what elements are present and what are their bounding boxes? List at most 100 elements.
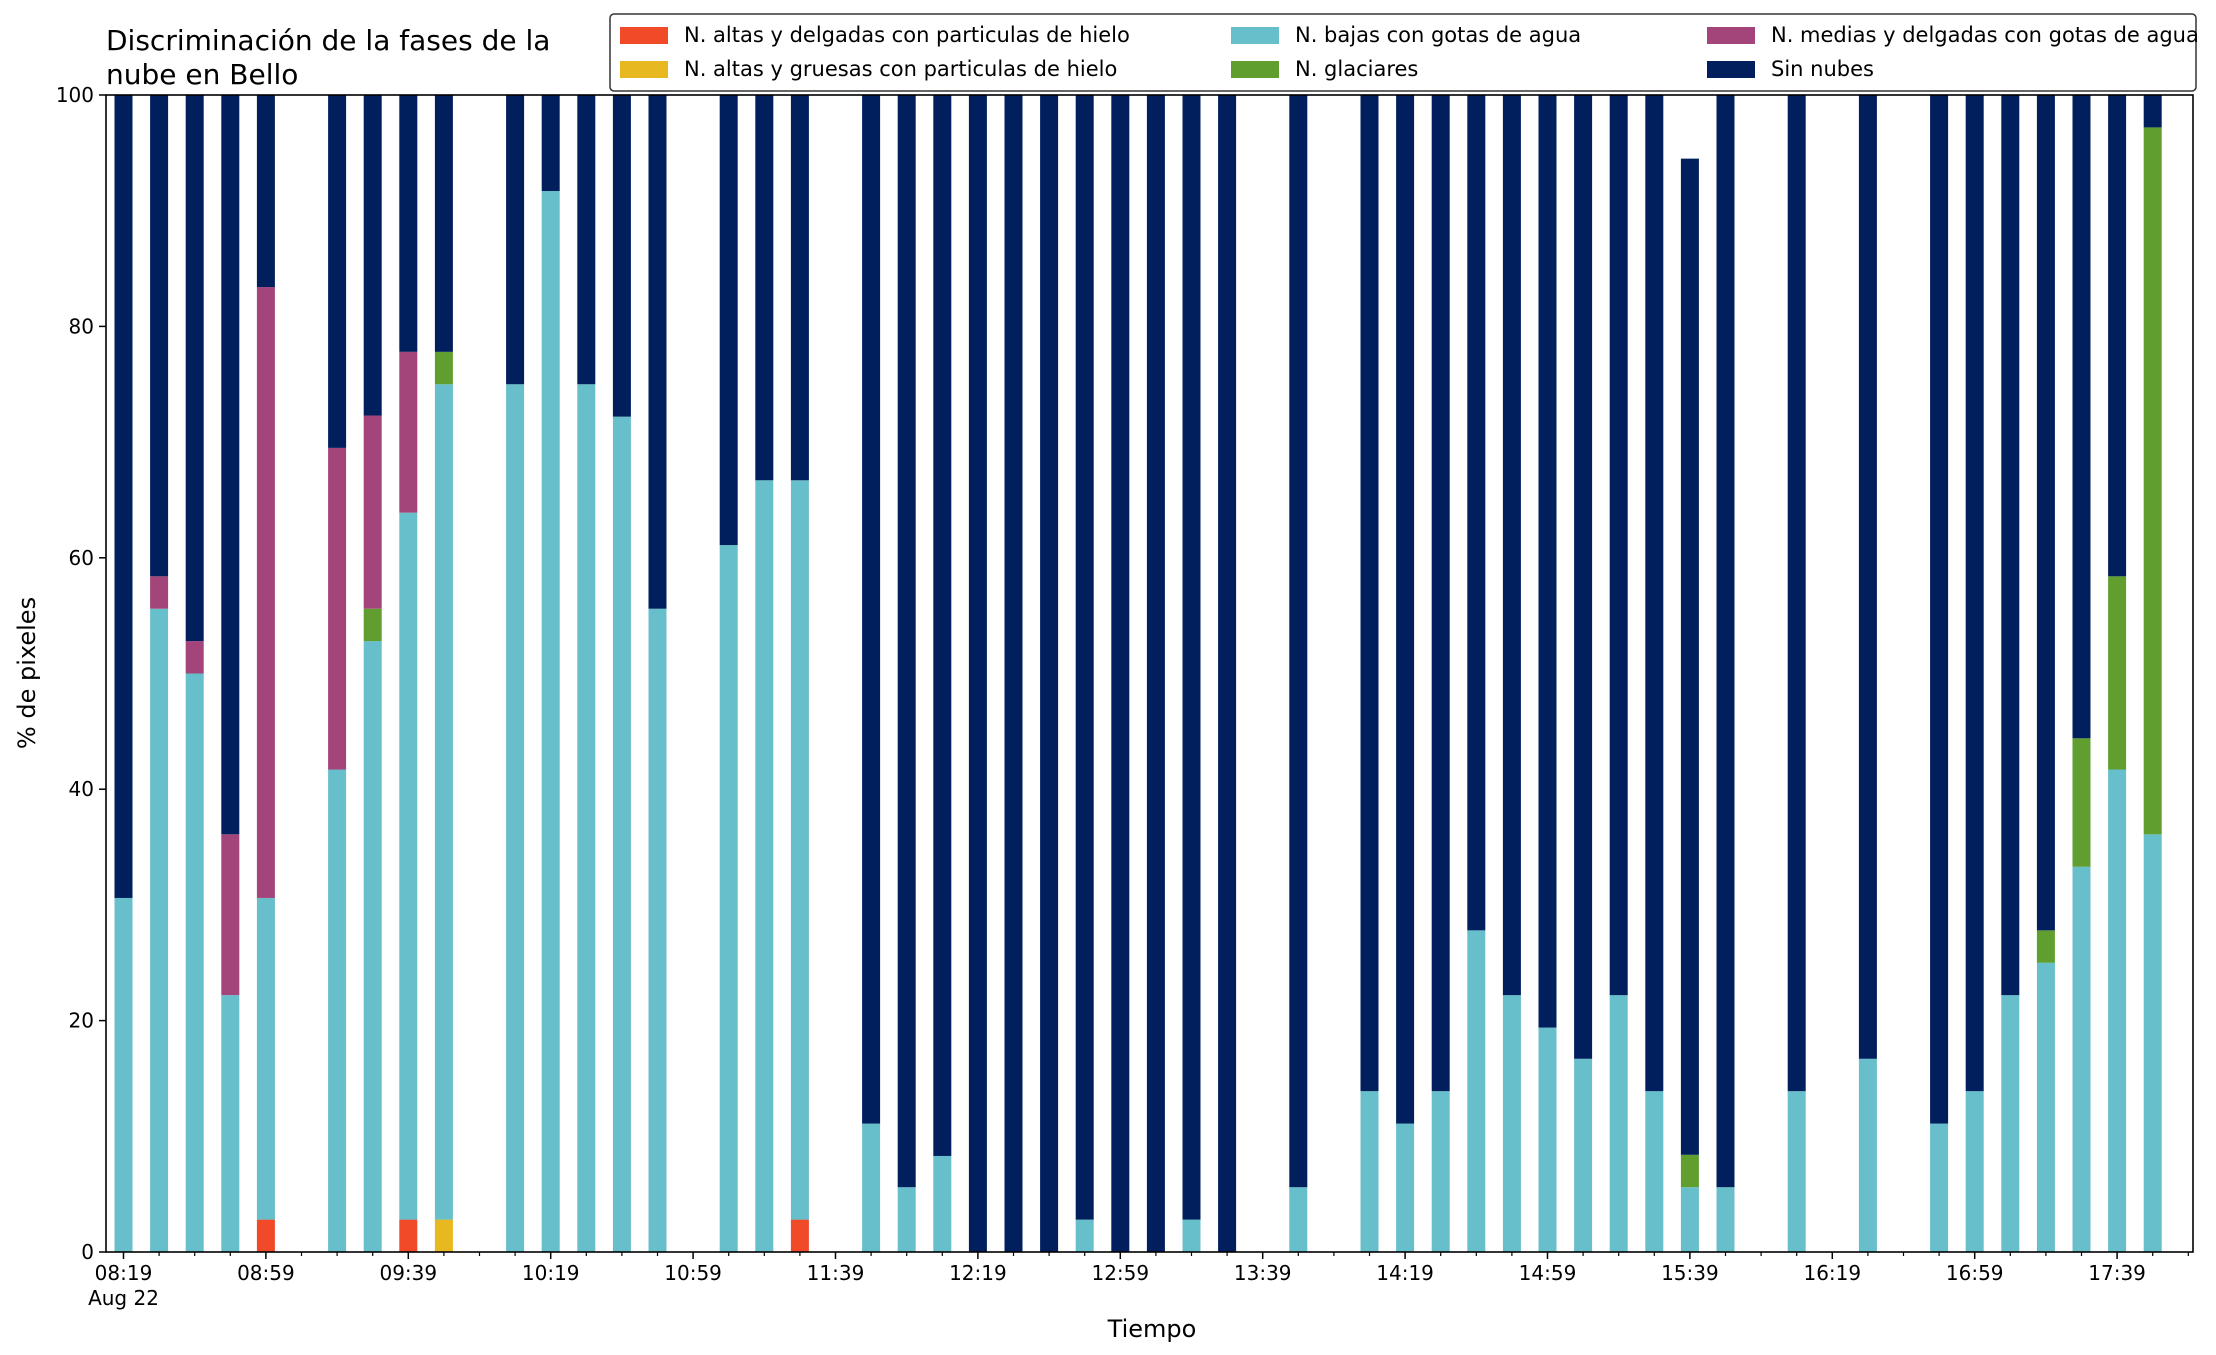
bar-segment-low_water: [1645, 1091, 1664, 1252]
bar-segment-clear: [1218, 95, 1237, 1252]
bar-segment-clear: [1396, 95, 1415, 1124]
y-tick-label: 40: [69, 777, 94, 801]
bar-segment-clear: [612, 95, 631, 417]
bar-segment-clear: [506, 95, 525, 385]
bar-segment-clear: [1182, 95, 1201, 1220]
bar-segment-low_water: [1075, 1219, 1094, 1252]
bar-segment-low_water: [1574, 1058, 1593, 1252]
legend-swatch-glacial: [1231, 61, 1279, 78]
bar-segment-clear: [1004, 95, 1023, 1252]
bar-segment-low_water: [1680, 1187, 1699, 1252]
bar-segment-ice_thick: [434, 1219, 453, 1252]
bar-segment-low_water: [1930, 1123, 1949, 1252]
y-tick-label: 60: [69, 546, 94, 570]
x-tick-label: 15:39: [1661, 1261, 1719, 1285]
bar-segment-clear: [1040, 95, 1059, 1252]
x-axis-label: Tiempo: [1107, 1315, 1197, 1343]
bar-segment-low_water: [541, 191, 560, 1252]
bar-segment-clear: [897, 95, 916, 1188]
bar-segment-clear: [2108, 95, 2127, 577]
bar-segment-glacial: [363, 608, 382, 642]
bar-segment-clear: [1146, 95, 1165, 1252]
bar-segment-low_water: [399, 512, 418, 1220]
legend-swatch-low_water: [1231, 27, 1279, 44]
plot-area-frame: [105, 94, 2194, 1253]
bar-segment-low_water: [256, 897, 275, 1220]
bar-segment-clear: [1431, 95, 1450, 1092]
bar-segment-ice_thin: [256, 1219, 275, 1252]
x-tick-label: 14:59: [1519, 1261, 1577, 1285]
bar-segment-low_water: [1538, 1027, 1557, 1252]
bar-segment-glacial: [2036, 930, 2055, 963]
bar-segment-clear: [114, 95, 133, 898]
bar-segment-low_water: [648, 608, 667, 1252]
chart-title-line-1: Discriminación de la fases de la: [106, 24, 550, 57]
bar-segment-low_water: [185, 673, 204, 1252]
chart-title: Discriminación de la fases de la nube en…: [106, 24, 550, 91]
bar-segment-clear: [256, 95, 275, 288]
bar-segment-low_water: [506, 384, 525, 1252]
y-tick-label: 80: [69, 314, 94, 338]
bar-segment-clear: [1965, 95, 1984, 1092]
bar-segment-clear: [790, 95, 809, 481]
legend-label-low_water: N. bajas con gotas de agua: [1295, 23, 1581, 47]
bar-segment-clear: [1680, 158, 1699, 1155]
bar-segment-clear: [2072, 95, 2091, 739]
bar-segment-low_water: [2036, 962, 2055, 1252]
bar-segment-glacial: [434, 351, 453, 385]
bar-segment-glacial: [2108, 576, 2127, 770]
x-tick-label: 16:19: [1803, 1261, 1861, 1285]
bar-segment-low_water: [1431, 1091, 1450, 1252]
bar-segment-low_water: [1609, 995, 1628, 1252]
y-axis-label: % de pixeles: [13, 597, 41, 749]
bar-segment-low_water: [2108, 769, 2127, 1252]
bar-segment-low_water: [933, 1155, 952, 1252]
bar-segment-clear: [1538, 95, 1557, 1028]
bars-layer: [114, 95, 2162, 1252]
bar-segment-mid_water: [150, 576, 169, 609]
bar-segment-low_water: [114, 897, 133, 1252]
bar-segment-clear: [648, 95, 667, 609]
bar-segment-clear: [862, 95, 881, 1124]
x-tick-label: 08:19: [95, 1261, 153, 1285]
bar-segment-clear: [1111, 95, 1130, 1252]
bar-segment-clear: [1609, 95, 1628, 996]
bar-segment-clear: [150, 95, 169, 577]
legend-label-mid_water: N. medias y delgadas con gotas de agua: [1771, 23, 2199, 47]
x-tick-label: 12:59: [1091, 1261, 1149, 1285]
x-tick-label: 10:59: [664, 1261, 722, 1285]
legend-label-glacial: N. glaciares: [1295, 57, 1418, 81]
bar-segment-low_water: [790, 480, 809, 1220]
bar-segment-low_water: [1396, 1123, 1415, 1252]
bar-segment-clear: [328, 95, 347, 448]
bar-segment-clear: [1787, 95, 1806, 1092]
x-tick-label: 14:19: [1376, 1261, 1434, 1285]
bar-segment-clear: [968, 95, 987, 1252]
bar-segment-mid_water: [256, 287, 275, 898]
x-tick-label: 11:39: [807, 1261, 865, 1285]
x-tick-label: 17:39: [2088, 1261, 2146, 1285]
bar-segment-low_water: [1467, 930, 1486, 1252]
bar-segment-low_water: [1502, 995, 1521, 1252]
bar-segment-low_water: [1858, 1058, 1877, 1252]
bar-segment-clear: [1360, 95, 1379, 1092]
bar-segment-low_water: [2001, 995, 2020, 1252]
legend-swatch-ice_thick: [620, 61, 668, 78]
x-tick-label: 16:59: [1946, 1261, 2004, 1285]
bar-segment-mid_water: [328, 447, 347, 770]
bar-segment-clear: [1858, 95, 1877, 1059]
bar-segment-low_water: [328, 769, 347, 1252]
bar-segment-clear: [221, 95, 240, 835]
bar-segment-clear: [2001, 95, 2020, 996]
bar-segment-low_water: [221, 995, 240, 1252]
bar-segment-mid_water: [221, 834, 240, 996]
bar-segment-low_water: [1787, 1091, 1806, 1252]
bar-segment-low_water: [1965, 1091, 1984, 1252]
x-axis: 08:19 08:59 09:39 10:19 10:59 11:39 12:19 12:59…: [88, 1252, 2189, 1310]
bar-segment-ice_thin: [790, 1219, 809, 1252]
bar-segment-glacial: [1680, 1154, 1699, 1188]
bar-segment-clear: [1716, 95, 1735, 1188]
bar-segment-low_water: [612, 416, 631, 1252]
y-tick-label: 0: [81, 1240, 94, 1264]
legend-swatch-ice_thin: [620, 27, 668, 44]
